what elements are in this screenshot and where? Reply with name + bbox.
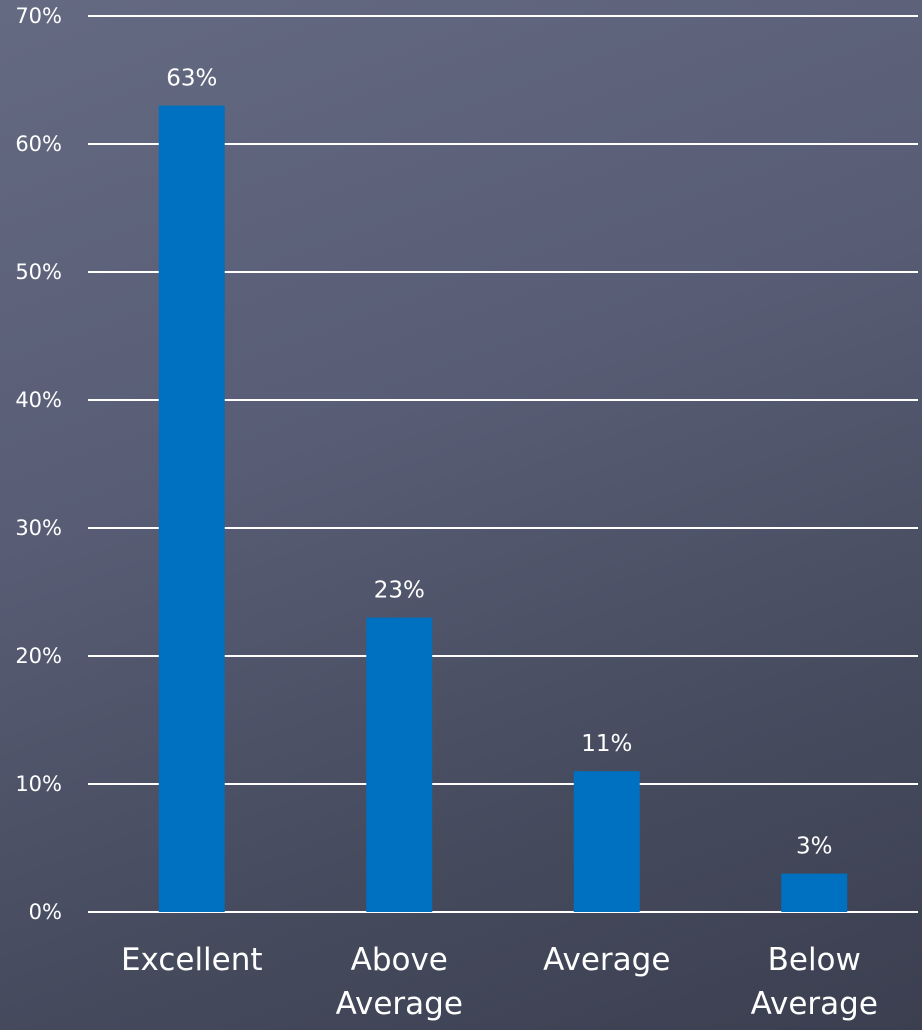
- y-tick-label: 50%: [15, 260, 62, 284]
- data-label: 63%: [166, 66, 217, 92]
- bar: [573, 771, 640, 912]
- x-category-label: Excellent: [121, 942, 263, 978]
- x-category-label: Below: [768, 942, 861, 978]
- bar: [158, 105, 225, 913]
- y-axis-tick-labels: 0% 10% 20% 30% 40% 50% 60% 70%: [15, 4, 62, 924]
- data-labels: 63% 23% 11% 3%: [166, 66, 832, 860]
- y-tick-label: 10%: [15, 772, 62, 796]
- x-category-label: Average: [751, 986, 878, 1022]
- x-category-label: Average: [336, 986, 463, 1022]
- data-label: 3%: [796, 834, 833, 860]
- data-label: 23%: [374, 578, 425, 604]
- y-tick-label: 60%: [15, 132, 62, 156]
- x-axis-category-labels: Excellent Above Average Average Below Average: [121, 942, 878, 1022]
- y-tick-label: 30%: [15, 516, 62, 540]
- y-tick-label: 70%: [15, 4, 62, 28]
- bars: [158, 105, 848, 913]
- gridlines: [88, 15, 918, 913]
- x-category-label: Above: [351, 942, 448, 978]
- y-tick-label: 0%: [29, 900, 62, 924]
- x-category-label: Average: [543, 942, 670, 978]
- bar: [366, 617, 433, 912]
- y-tick-label: 40%: [15, 388, 62, 412]
- bar: [781, 873, 848, 912]
- y-tick-label: 20%: [15, 644, 62, 668]
- data-label: 11%: [581, 731, 632, 757]
